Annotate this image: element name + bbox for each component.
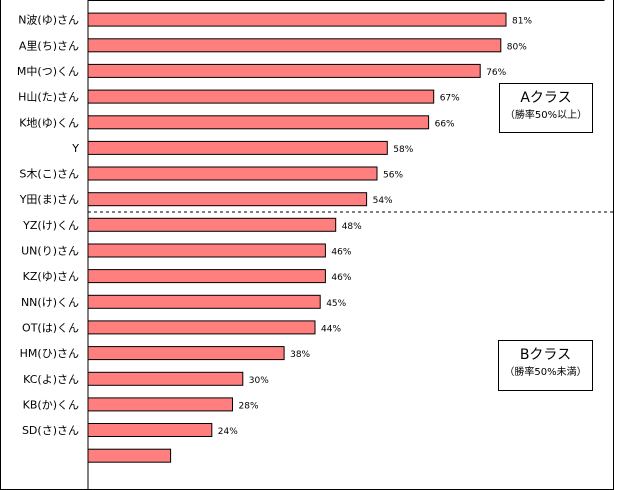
class-b-box: Bクラス （勝率50%未満） [498, 340, 593, 391]
class-a-title: Aクラス [520, 90, 572, 106]
value-label-16: 28% [239, 401, 259, 411]
bar-6 [87, 140, 388, 155]
value-label-12: 45% [326, 299, 346, 309]
value-label-14: 38% [290, 350, 310, 360]
category-label-4: H山(た)さん [18, 91, 79, 104]
category-label-14: HM(ひ)さん [20, 347, 79, 360]
bar-1 [87, 12, 507, 27]
category-label-11: KZ(ゆ)さん [23, 270, 79, 283]
category-label-6: Y [71, 142, 79, 155]
value-label-13: 44% [321, 324, 341, 334]
bar-12 [87, 294, 321, 309]
bar-4 [87, 89, 435, 104]
bar-9 [87, 217, 337, 232]
bar-10 [87, 243, 326, 258]
value-label-11: 46% [331, 273, 351, 283]
category-label-10: UN(り)さん [21, 245, 79, 258]
category-label-5: K地(ゆ)くん [19, 116, 79, 129]
category-label-17: SD(さ)さん [22, 424, 79, 437]
value-label-1: 81% [512, 17, 532, 27]
value-label-9: 48% [342, 222, 362, 232]
class-a-note: （勝率50%以上） [504, 110, 588, 121]
category-label-2: A里(ち)さん [19, 39, 79, 52]
bar-15 [87, 371, 244, 386]
bar-13 [87, 320, 316, 335]
bar-3 [87, 63, 481, 78]
category-label-9: YZ(け)くん [22, 219, 79, 232]
bar-17 [87, 423, 213, 437]
value-label-5: 66% [435, 119, 455, 129]
category-label-1: N波(ゆ)さん [18, 14, 79, 27]
bar-11 [87, 269, 326, 284]
bar-16 [87, 397, 233, 412]
value-label-6: 58% [393, 145, 413, 155]
bar-8 [87, 192, 368, 207]
category-label-16: KB(か)くん [23, 398, 79, 411]
category-label-7: S木(こ)さん [19, 168, 79, 181]
value-label-10: 46% [331, 248, 351, 258]
bar-7 [87, 166, 378, 181]
bar-14 [87, 346, 285, 361]
category-label-15: KC(よ)さん [23, 373, 79, 386]
category-label-13: OT(は)くん [22, 321, 79, 334]
class-b-title: Bクラス [519, 347, 572, 363]
value-label-7: 56% [383, 171, 403, 181]
category-label-3: M中(つ)くん [17, 65, 79, 78]
bar-5 [87, 115, 430, 130]
bar-18 [87, 448, 172, 463]
value-label-2: 80% [507, 42, 527, 52]
value-label-17: 24% [218, 427, 238, 437]
category-label-12: NN(け)くん [21, 296, 79, 309]
value-label-15: 30% [249, 376, 269, 386]
value-label-3: 76% [486, 68, 506, 78]
category-label-8: Y田(ま)さん [19, 193, 79, 206]
value-label-4: 67% [440, 94, 460, 104]
bar-2 [87, 38, 502, 53]
class-a-box: Aクラス （勝率50%以上） [499, 83, 593, 133]
class-b-note: （勝率50%未満） [504, 367, 587, 378]
value-label-8: 54% [373, 196, 393, 206]
bar-0 [87, 0, 605, 1]
